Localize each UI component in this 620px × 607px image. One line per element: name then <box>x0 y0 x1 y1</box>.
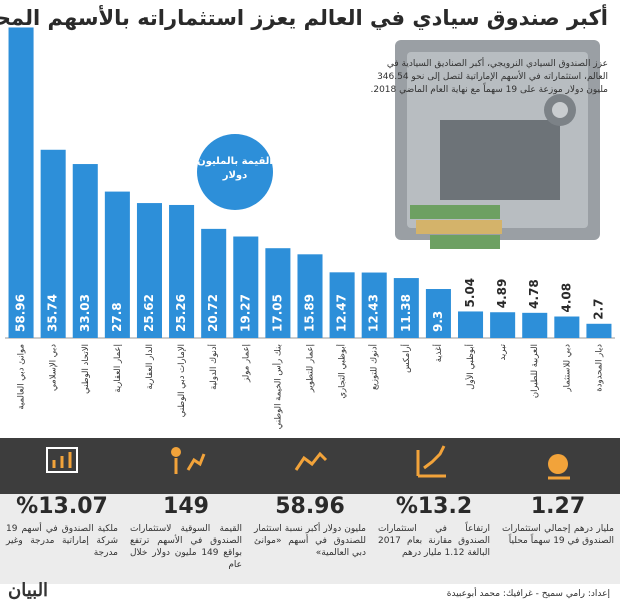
stat-text: القيمة السوقية لاستثمارات الصندوق في الأ… <box>130 524 242 570</box>
value-label: 2.7 <box>591 299 605 320</box>
value-label: 17.05 <box>270 294 284 332</box>
value-label: 9.3 <box>431 311 445 332</box>
stat-value: 1.27 <box>530 494 586 519</box>
stat-value: %13.2 <box>395 494 473 519</box>
category-label: أبوظبي التجاري <box>336 344 348 399</box>
stat-text: ارتفاعاً في استثمارات الصندوق مقارنة بعا… <box>378 524 490 558</box>
value-label: 4.78 <box>527 279 541 309</box>
stat-text: مليار درهم إجمالي استثمارات الصندوق في 1… <box>502 524 614 546</box>
category-label: أغذية <box>432 344 444 362</box>
value-label: 58.96 <box>14 294 28 332</box>
stat: %13.07 ملكية الصندوق في أسهم 19 شركة إمار… <box>6 494 118 559</box>
bar <box>522 312 548 338</box>
logo: البيان <box>8 580 49 601</box>
bar <box>425 289 451 338</box>
value-label: 25.26 <box>174 294 188 332</box>
note-bubble <box>197 134 273 210</box>
bar <box>265 248 291 338</box>
value-label: 35.74 <box>46 294 60 332</box>
chart-subtitle: عزز الصندوق السيادي النرويجي، أكبر الصنا… <box>370 59 608 95</box>
category-label: ديار المحدودة <box>594 344 604 392</box>
category-label: إعمار مولز <box>241 344 251 383</box>
bar <box>169 204 195 338</box>
unit-note: القيمة بالمليون دولار <box>197 156 273 181</box>
category-label: أدنوك الدولية <box>207 344 219 390</box>
bar <box>201 228 227 338</box>
bar <box>136 203 162 338</box>
value-label: 25.62 <box>142 294 156 332</box>
bar <box>40 149 66 338</box>
category-label: إعمار العقارية <box>113 344 123 393</box>
stat: 149 القيمة السوقية لاستثمارات الصندوق في … <box>130 494 242 571</box>
value-label: 33.03 <box>78 294 92 332</box>
category-label: أرامكس <box>400 344 412 373</box>
value-label: 11.38 <box>399 294 413 332</box>
category-label: بنك رأس الخيمة الوطني <box>271 344 283 429</box>
credit: إعداد: رامي سميح - غرافيك: محمد أبوعبيدة <box>446 589 610 599</box>
stat-value: %13.07 <box>16 494 108 519</box>
value-label: 4.08 <box>559 283 573 313</box>
bar <box>8 27 34 339</box>
bar <box>297 254 323 338</box>
chart-title: أكبر صندوق سيادي في العالم يعزز استثمارا… <box>0 6 608 30</box>
category-label: أدنوك للتوزيع <box>368 344 380 390</box>
category-label: العربية للطيران <box>530 344 540 398</box>
category-label: أبوظبي الأول <box>464 344 476 390</box>
category-label: دبي الإسلامي <box>49 344 59 391</box>
value-label: 27.8 <box>110 302 124 332</box>
bar <box>104 191 130 338</box>
bar <box>458 311 484 338</box>
stat: %13.2 ارتفاعاً في استثمارات الصندوق مقارن… <box>378 494 490 559</box>
category-label: دبي للاستثمار <box>562 344 572 393</box>
stat-value: 58.96 <box>275 494 345 519</box>
category-label: الاتحاد الوطني <box>81 344 91 394</box>
stats-panel <box>0 494 620 584</box>
category-label: موانئ دبي العالمية <box>17 344 27 410</box>
stat-value: 149 <box>163 494 209 519</box>
bar <box>361 272 387 338</box>
bar <box>72 164 98 338</box>
bar <box>490 312 516 338</box>
value-label: 12.47 <box>335 294 349 332</box>
bar <box>233 236 259 338</box>
icons <box>46 445 570 480</box>
category-label: تبريد <box>498 343 508 360</box>
stat: 1.27 مليار درهم إجمالي استثمارات الصندوق … <box>502 494 614 547</box>
value-label: 20.72 <box>206 294 220 332</box>
value-label: 15.89 <box>303 294 317 332</box>
category-label: الإمارات دبي الوطني <box>177 344 187 417</box>
stat-text: ملكية الصندوق في أسهم 19 شركة إماراتية م… <box>6 524 118 558</box>
value-label: 12.43 <box>367 294 381 332</box>
stat-text: مليون دولار أكبر نسبة استثمار للصندوق في… <box>254 524 366 558</box>
value-label: 19.27 <box>238 294 252 332</box>
stat: 58.96 مليون دولار أكبر نسبة استثمار للصند… <box>254 494 366 559</box>
bar <box>586 323 612 338</box>
bar <box>393 278 419 338</box>
value-label: 4.89 <box>495 279 509 309</box>
value-label: 5.04 <box>463 278 477 308</box>
bar <box>329 272 355 338</box>
safe-illustration <box>395 40 600 249</box>
bar <box>554 316 580 338</box>
category-label: الدار العقارية <box>145 344 155 390</box>
category-label: إعمار للتطوير <box>306 344 316 393</box>
icon-band <box>0 438 620 494</box>
